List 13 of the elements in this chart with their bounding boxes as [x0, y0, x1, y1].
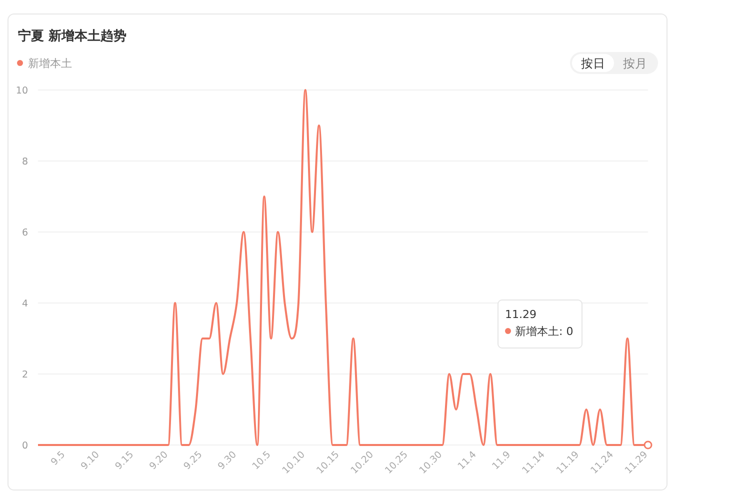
annotation: 新增本土: 0	[515, 325, 574, 338]
annotation: 11.29	[505, 308, 536, 321]
y-tick-label: 8	[22, 156, 28, 168]
y-tick-label: 4	[22, 298, 28, 310]
legend-label: 新增本土	[28, 57, 72, 70]
x-tick-label: 9.5	[49, 449, 68, 468]
text: 按日	[581, 56, 605, 70]
y-tick-label: 6	[22, 228, 28, 238]
text: 按月	[623, 56, 647, 70]
chart-title: 宁夏 新增本土趋势	[18, 28, 127, 44]
y-tick-label: 0	[22, 440, 28, 452]
y-tick-label: 10	[16, 86, 28, 96]
y-tick-label: 2	[22, 370, 28, 380]
